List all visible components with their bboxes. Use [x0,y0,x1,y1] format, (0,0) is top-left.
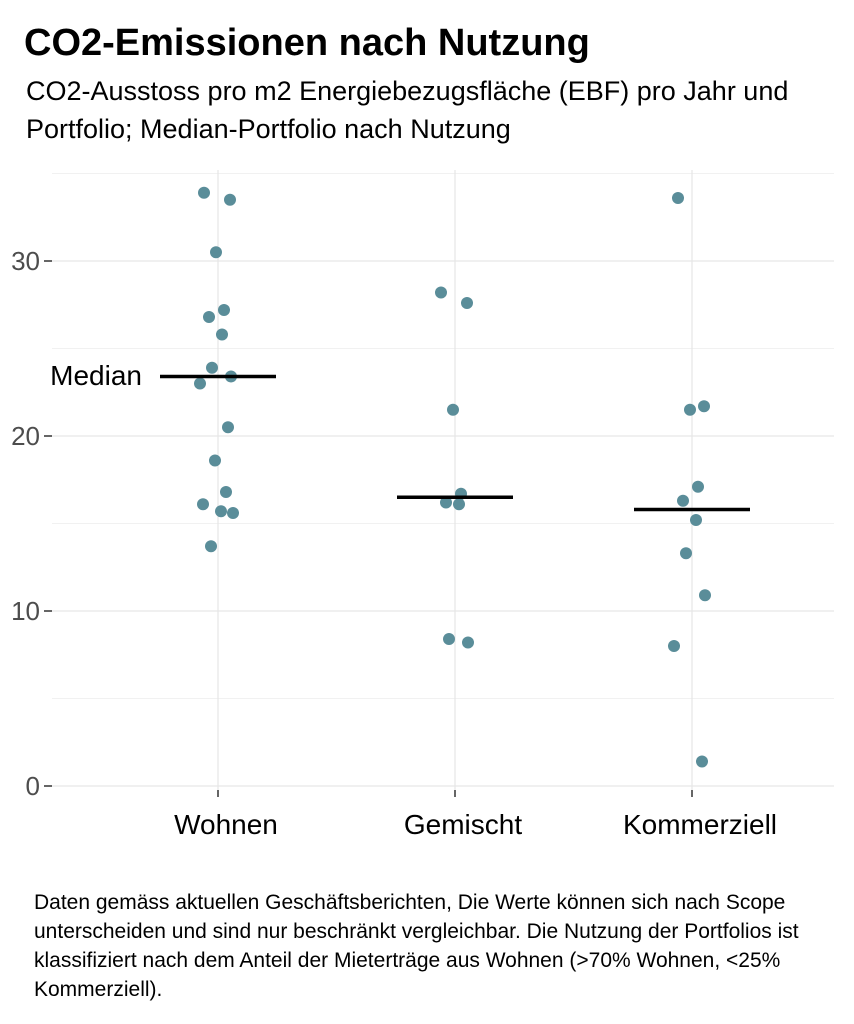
y-axis-ticks: 0 10 20 30 [11,246,52,801]
data-point [462,636,474,649]
data-point [680,547,692,560]
data-point [198,186,210,199]
data-point [435,286,447,299]
data-point [690,514,702,526]
data-point [227,507,239,519]
data-points [194,186,711,768]
data-point [447,403,459,416]
median-lines [160,374,750,512]
chart-caption: Daten gemäss aktuellen Geschäftsberichte… [34,891,799,1001]
data-point [210,246,222,259]
data-point [668,640,680,652]
data-point [216,328,228,341]
y-tick-label: 10 [11,596,40,626]
grid [52,170,834,790]
data-point [696,755,708,768]
chart-title: CO2-Emissionen nach Nutzung [24,22,590,64]
chart-subtitle: CO2-Ausstoss pro m2 Energiebezugsfläche … [26,76,789,144]
median-label: Median [50,360,142,391]
y-tick-label: 20 [11,421,40,451]
data-point [453,498,465,511]
data-point [220,486,232,498]
data-point [224,193,236,206]
data-point [215,505,227,518]
data-point [206,361,218,374]
data-point [677,494,689,507]
data-point [218,304,230,316]
x-tick-label: Gemischt [404,809,522,840]
data-point [209,454,221,467]
x-tick-label: Wohnen [174,809,278,840]
data-point [222,421,234,434]
data-point [461,297,473,309]
data-point [194,377,206,390]
y-tick-label: 0 [26,771,40,801]
data-point [443,633,455,645]
data-point [205,540,217,553]
data-point [698,400,710,413]
data-point [203,311,215,323]
data-point [692,480,704,493]
x-tick-label: Kommerziell [623,809,777,840]
y-tick-label: 30 [11,246,40,276]
data-point [699,589,711,602]
data-point [197,498,209,511]
data-point [672,192,684,204]
data-point [440,496,452,509]
x-axis-ticks: Wohnen Gemischt Kommerziell [174,790,777,840]
data-point [684,403,696,416]
